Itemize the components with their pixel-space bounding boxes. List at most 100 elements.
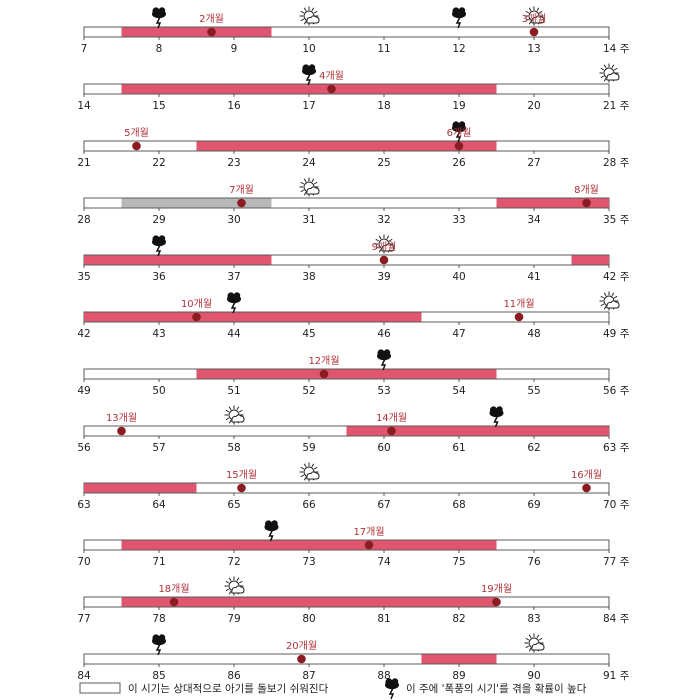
sun-ray (603, 64, 607, 69)
storm-cloud-icon (152, 235, 166, 257)
week-tick-label: 77 (77, 613, 90, 625)
sun-ray (538, 10, 543, 14)
storm-cloud-puff (158, 235, 166, 242)
month-marker-dot (297, 654, 306, 664)
sun-ray (613, 67, 618, 71)
storm-cloud-icon (489, 406, 504, 428)
sun-ray (528, 647, 532, 652)
week-tick-label: 14 (77, 100, 91, 112)
week-tick-label: 40 (452, 271, 465, 283)
week-tick-label: 72 (227, 556, 240, 568)
week-tick-label: 81 (377, 613, 390, 625)
storm-period-segment (196, 141, 497, 151)
week-tick-label: 33 (452, 214, 465, 226)
timeline-row: 63 64 65 66 67 68 69 70 주 15개월 16개월 (77, 462, 630, 511)
month-label: 20개월 (286, 640, 317, 652)
week-tick-label: 35 주 (603, 214, 630, 226)
sun-ray (225, 409, 230, 413)
week-tick-label: 43 (152, 328, 165, 340)
week-tick-label: 54 (452, 385, 466, 397)
sun-cloud-icon (374, 234, 395, 254)
lightning-bolt (455, 16, 462, 29)
week-tick-label: 41 (527, 271, 540, 283)
month-marker-dot (364, 540, 374, 550)
sun-ray (600, 303, 605, 307)
storm-cloud-puff (152, 7, 160, 15)
sun-ray (536, 634, 540, 639)
month-label: 4개월 (319, 70, 344, 82)
week-tick-label: 22 (152, 157, 165, 169)
lightning-bolt (230, 301, 237, 314)
sun-ray (600, 295, 605, 299)
month-marker-dot (582, 483, 591, 493)
sun-cloud-icon (224, 576, 245, 596)
week-tick-label: 27 (527, 157, 540, 169)
month-marker-dot (379, 255, 389, 265)
week-tick-label: 44 (227, 328, 241, 340)
week-tick-label: 67 (377, 499, 390, 511)
month-marker-dot (387, 426, 396, 436)
sun-ray (225, 580, 230, 584)
week-tick-label: 60 (377, 442, 390, 454)
storm-period-segment (346, 426, 609, 436)
week-tick-label: 84 주 (603, 613, 630, 625)
sun-ray (303, 7, 307, 12)
storm-cloud-icon (377, 349, 391, 371)
week-tick-label: 45 (302, 328, 315, 340)
week-tick-label: 90 (527, 670, 540, 682)
month-label: 12개월 (308, 355, 339, 367)
storm-cloud-icon (452, 7, 466, 29)
week-tick-label: 35 (77, 271, 90, 283)
week-tick-label: 50 (152, 385, 165, 397)
lightning-bolt (155, 244, 162, 257)
lightning-bolt (305, 73, 312, 86)
lightning-bolt (155, 16, 162, 29)
sun-cloud-shape (531, 15, 545, 24)
sun-ray (525, 10, 530, 14)
sun-ray (525, 18, 530, 22)
week-tick-label: 21 주 (603, 100, 630, 112)
sun-ray (603, 305, 607, 310)
sun-cloud-shape (306, 186, 320, 195)
week-tick-label: 18 (377, 100, 390, 112)
timeline-track (83, 653, 610, 665)
week-tick-label: 83 (527, 613, 540, 625)
sun-ray (228, 577, 232, 582)
sun-cloud-icon (299, 462, 320, 482)
sun-ray (611, 292, 615, 297)
month-label: 11개월 (503, 298, 534, 310)
sun-cloud-shape (306, 15, 320, 24)
week-tick-label: 89 (452, 670, 465, 682)
sun-cloud-shape (231, 585, 245, 594)
storm-cloud-puff (158, 634, 166, 641)
week-tick-label: 15 (152, 100, 165, 112)
sun-ray (303, 463, 307, 468)
week-tick-label: 9 (231, 43, 238, 55)
sun-ray (236, 406, 240, 411)
sun-ray (528, 7, 532, 12)
sun-ray (300, 18, 305, 22)
storm-cloud-icon (302, 64, 316, 86)
month-label: 5개월 (124, 127, 149, 139)
timeline-track (83, 26, 610, 38)
chart-legend: 이 시기는 상대적으로 아기를 돌보기 쉬워진다 이 주에 '폭풍의 시기'를 겪… (79, 678, 587, 700)
sun-ray (538, 637, 543, 641)
storm-period-segment (121, 84, 497, 94)
week-tick-label: 13 (527, 43, 540, 55)
month-marker-dot (237, 198, 246, 208)
storm-period-segment (571, 255, 609, 265)
month-label: 9개월 (372, 241, 397, 253)
sun-ray (378, 235, 382, 240)
sun-cloud-icon (599, 63, 620, 83)
lightning-bolt (455, 130, 462, 143)
legend-easy-text: 이 시기는 상대적으로 아기를 돌보기 쉬워진다 (128, 682, 329, 695)
week-tick-label: 87 (302, 670, 315, 682)
week-tick-label: 63 주 (603, 442, 630, 454)
week-tick-label: 23 (227, 157, 240, 169)
storm-cloud-puff (308, 64, 316, 71)
sun-cloud-shape (306, 471, 320, 480)
storm-cloud-icon (152, 634, 166, 656)
sun-ray (300, 10, 305, 14)
storm-period-segment (121, 540, 497, 550)
